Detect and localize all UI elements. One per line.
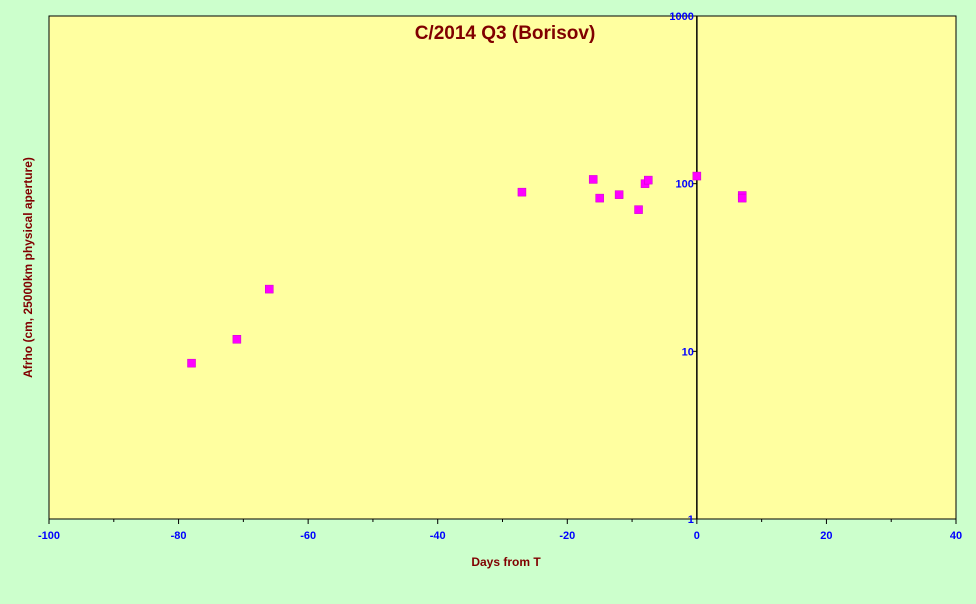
data-point: [187, 358, 196, 368]
plot-area: [48, 15, 957, 520]
x-axis-label: Days from T: [471, 555, 541, 569]
x-tick-label: 40: [950, 530, 962, 542]
chart-title: C/2014 Q3 (Borisov): [415, 23, 596, 44]
data-point: [692, 171, 702, 181]
x-tick-label: -100: [38, 530, 60, 542]
x-tick-label: 0: [694, 530, 700, 542]
y-tick-label: 10: [682, 346, 694, 358]
data-point: [634, 205, 643, 214]
y-tick-label: 1: [688, 514, 694, 526]
x-tick-label: 20: [820, 530, 832, 542]
x-tick-label: -80: [171, 530, 187, 542]
y-tick-label: 1000: [669, 11, 693, 23]
data-markers: [187, 171, 747, 368]
data-point: [644, 175, 653, 185]
x-tick-label: -60: [300, 530, 316, 542]
x-tick-label: -40: [430, 530, 446, 542]
data-point: [595, 193, 604, 203]
y-tick-label: 100: [675, 179, 693, 191]
data-point: [588, 175, 598, 184]
data-point: [614, 190, 624, 199]
data-point: [517, 187, 527, 197]
data-point: [737, 193, 747, 203]
x-tick-label: -20: [559, 530, 575, 542]
data-point: [265, 284, 274, 294]
data-point: [232, 335, 242, 344]
axes: -100 -80 -60 -40 -20 0 20 40 1 10 100 1000: [38, 11, 962, 542]
y-axis-label: Afrho (cm, 25000km physical aperture): [21, 157, 35, 378]
